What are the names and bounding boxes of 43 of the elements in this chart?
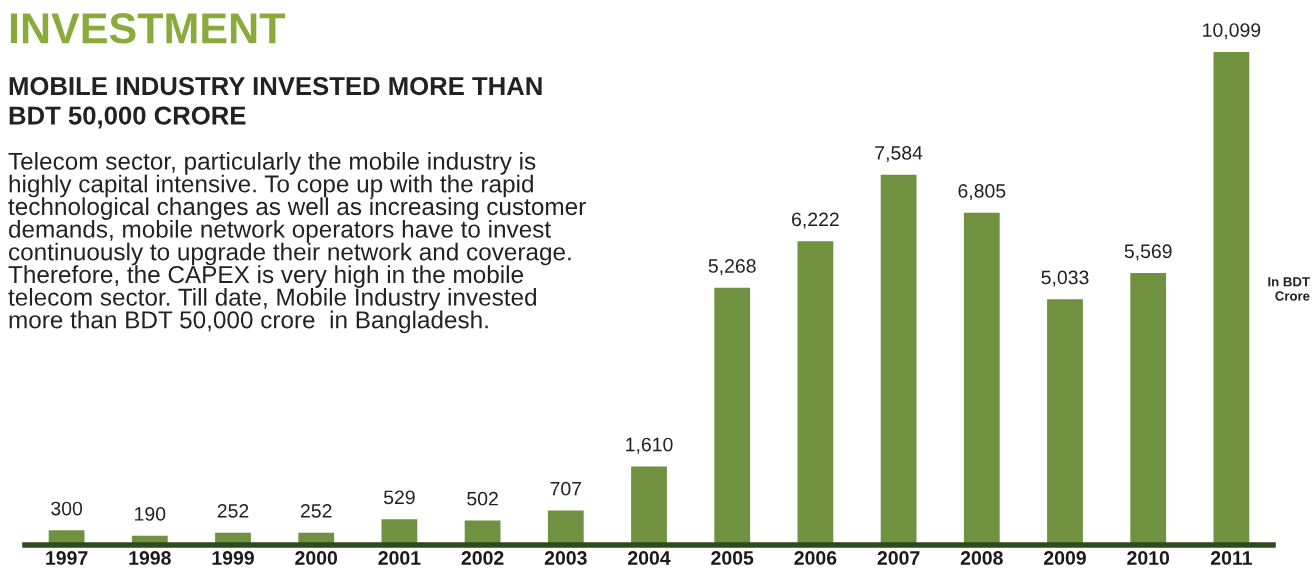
bar [880,174,917,545]
chart-title: INVESTMENT [10,13,286,44]
x-tick-label: 2001 [378,551,421,565]
bar [714,287,751,545]
data-label: 252 [217,503,249,518]
data-label: 529 [383,490,415,505]
annotation: In BDT Crore [1268,277,1310,301]
data-label: 10,099 [1203,23,1261,40]
data-label: 707 [550,481,582,496]
bar [1047,299,1083,545]
x-tick-label: 2006 [794,551,837,565]
x-tick-label: 2007 [877,551,920,565]
annotation: Telecom sector, particularly the mobile industry is highly capital intensive. To cope up with the rapid technological changes as well as increasing customer demands, mobile network operators have to invest continuously to upgrade their network and coverage. Therefore, the CAPEX is very high in the mobile telecom sector. Till date, Mobile Industry invested more than BDT 50,000 crore in Bangladesh. [8,152,586,334]
bar [631,466,667,545]
x-tick-label: 2011 [1210,551,1252,565]
text: MOBILE INDUSTRY INVESTED MORE THAN BDT 50,000 CRORE [9,76,542,129]
bar [547,510,584,545]
x-tick-label: 1998 [129,551,171,565]
x-tick-label: 2004 [628,551,671,565]
x-tick-label: 2008 [960,551,1003,565]
data-label: 1,610 [626,437,673,454]
bar [1213,51,1250,545]
x-tick-label: 2010 [1127,551,1170,565]
data-label: 190 [135,507,166,521]
data-label: 5,268 [708,259,756,276]
bar [1130,273,1167,545]
x-tick-label: 1997 [46,551,88,565]
x-tick-label: 2002 [461,551,504,565]
x-tick-label: 2000 [295,551,338,565]
data-label: 7,584 [875,145,923,163]
bar [963,212,1000,545]
data-label: 6,805 [958,184,1006,201]
data-label: 252 [300,503,332,518]
x-tick-label: 2009 [1044,551,1086,565]
data-label: 6,222 [792,212,839,229]
data-label: 300 [51,501,83,516]
x-tick-label: 1999 [212,551,254,565]
data-label: 502 [467,491,498,506]
x-tick-label: 2003 [544,551,587,565]
data-label: 5,033 [1041,270,1089,287]
bar [797,241,834,545]
data-label: 5,569 [1124,244,1172,261]
x-tick-label: 2005 [711,551,754,565]
